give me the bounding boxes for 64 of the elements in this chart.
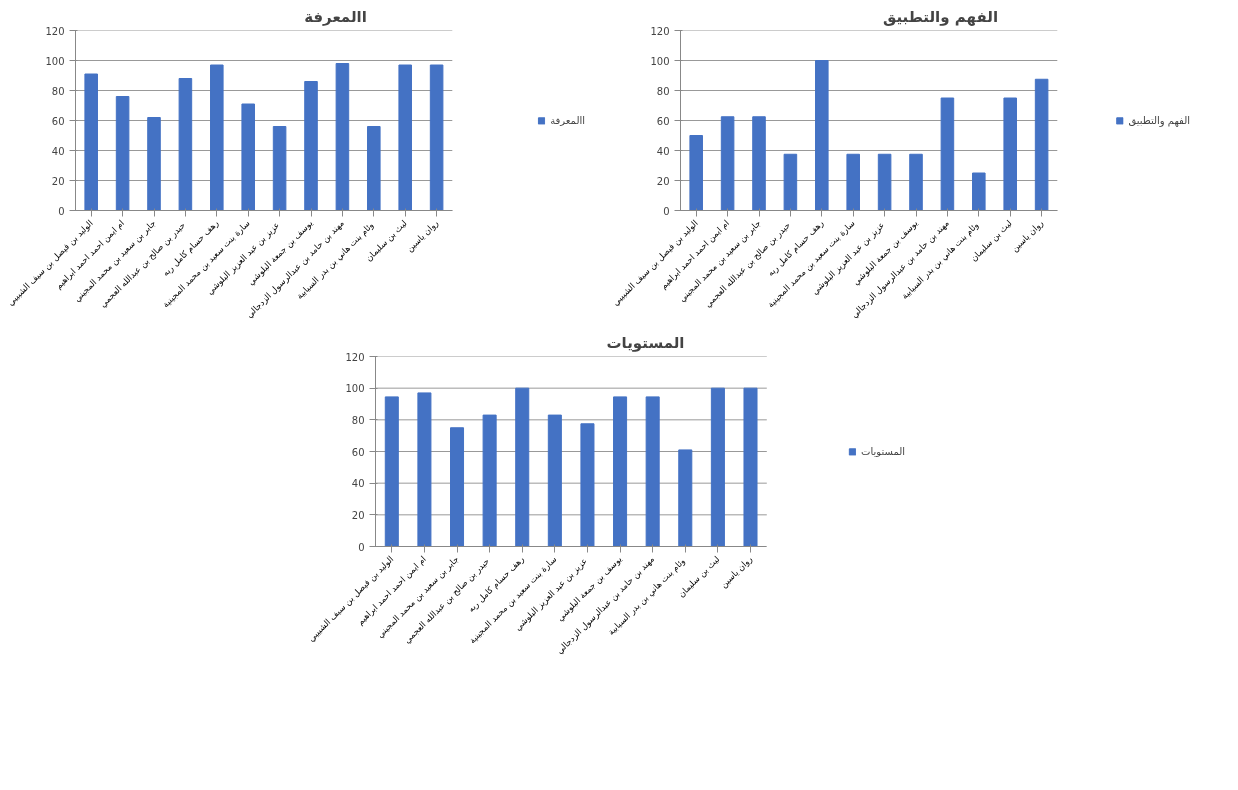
bar — [720, 116, 735, 211]
y-tick-label: 80 — [51, 85, 65, 97]
y-tick-label: 100 — [345, 383, 365, 395]
bar — [940, 97, 955, 211]
bar — [515, 387, 530, 547]
y-tick-label: 20 — [656, 175, 670, 187]
bar — [678, 449, 693, 547]
bar — [877, 153, 892, 211]
y-tick-label: 0 — [358, 541, 365, 553]
bar — [846, 153, 860, 211]
bar — [417, 392, 432, 547]
bar — [710, 387, 725, 547]
bar — [743, 387, 758, 547]
bar — [613, 396, 628, 547]
legend-label: االمعرفة — [550, 114, 585, 126]
bar — [1003, 97, 1017, 211]
bar — [580, 423, 595, 547]
bar — [367, 126, 381, 211]
bar — [398, 64, 412, 211]
y-tick-label: 120 — [345, 351, 365, 363]
y-tick-label: 80 — [351, 414, 365, 426]
bar — [210, 64, 224, 211]
bar — [272, 126, 287, 211]
chart-title: الفهم والتطبيق — [882, 7, 999, 26]
legend-label: المستويات — [861, 445, 905, 457]
bar — [909, 153, 923, 211]
bar — [972, 172, 986, 211]
bar — [450, 427, 465, 547]
legend-label: الفهم والتطبيق — [1128, 114, 1190, 126]
x-tick-label: روان ياسين — [718, 553, 755, 590]
y-tick-label: 0 — [663, 205, 670, 217]
y-tick-label: 60 — [351, 446, 365, 458]
bar — [547, 414, 562, 547]
bar — [1034, 78, 1049, 211]
bar — [178, 78, 193, 211]
y-tick-label: 120 — [45, 25, 65, 37]
bar — [689, 135, 703, 211]
y-tick-label: 40 — [351, 478, 365, 490]
bar — [482, 414, 497, 547]
chart-title: االمعرفة — [304, 7, 367, 26]
bar — [304, 81, 318, 211]
y-tick-label: 0 — [58, 205, 65, 217]
y-tick-label: 20 — [51, 175, 65, 187]
bar — [147, 117, 161, 211]
bar — [429, 64, 444, 211]
y-tick-label: 100 — [650, 55, 670, 67]
bar — [752, 116, 766, 211]
y-tick-label: 60 — [656, 115, 670, 127]
bar — [241, 103, 255, 211]
y-tick-label: 120 — [650, 25, 670, 37]
y-tick-label: 40 — [656, 145, 670, 157]
bar — [384, 396, 399, 547]
bar — [783, 153, 798, 211]
bar — [335, 63, 350, 211]
y-tick-label: 80 — [656, 85, 670, 97]
bar — [815, 60, 829, 211]
y-tick-label: 60 — [51, 115, 65, 127]
bar — [645, 396, 660, 547]
y-tick-label: 40 — [51, 145, 65, 157]
y-tick-label: 100 — [45, 55, 65, 67]
y-tick-label: 20 — [351, 509, 365, 521]
chart-title: المستويات — [606, 333, 685, 352]
bar — [115, 96, 130, 211]
bar — [84, 73, 98, 211]
